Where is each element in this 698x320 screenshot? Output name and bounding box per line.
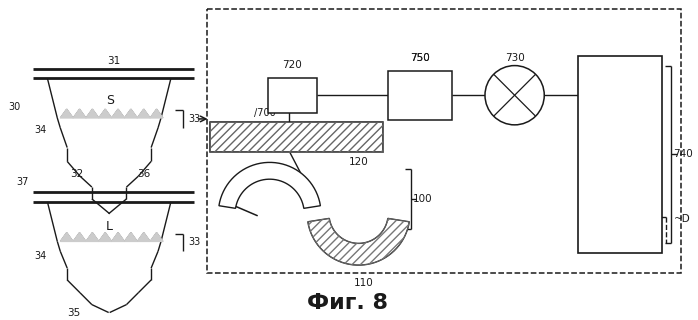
- Text: 33: 33: [188, 114, 201, 124]
- Polygon shape: [138, 109, 150, 118]
- Text: 750: 750: [410, 53, 430, 63]
- Polygon shape: [86, 109, 99, 118]
- Polygon shape: [99, 233, 112, 241]
- Polygon shape: [150, 109, 163, 118]
- Text: 740: 740: [673, 149, 692, 159]
- Text: 120: 120: [349, 157, 369, 167]
- Text: 34: 34: [35, 251, 47, 261]
- Text: 34: 34: [35, 125, 47, 135]
- Polygon shape: [124, 109, 138, 118]
- Circle shape: [485, 66, 544, 125]
- Text: L: L: [106, 220, 113, 233]
- Text: 30: 30: [8, 102, 21, 112]
- Text: S: S: [105, 94, 114, 107]
- Text: 730: 730: [505, 53, 524, 63]
- Text: 31: 31: [107, 56, 120, 66]
- Polygon shape: [86, 233, 99, 241]
- Text: 35: 35: [68, 308, 81, 317]
- Polygon shape: [138, 233, 150, 241]
- Text: H: H: [413, 88, 426, 103]
- Polygon shape: [60, 109, 73, 118]
- Polygon shape: [73, 233, 86, 241]
- Bar: [210, 122, 383, 152]
- Text: 110: 110: [354, 278, 373, 288]
- Polygon shape: [73, 109, 86, 118]
- Polygon shape: [112, 109, 124, 118]
- Text: /700: /700: [254, 108, 276, 118]
- Bar: [388, 70, 452, 120]
- Bar: [207, 9, 681, 273]
- Text: 700: 700: [307, 130, 326, 140]
- Polygon shape: [308, 218, 409, 265]
- Text: 33: 33: [188, 237, 201, 247]
- Polygon shape: [60, 233, 73, 241]
- Polygon shape: [150, 233, 163, 241]
- Polygon shape: [112, 233, 124, 241]
- Bar: [578, 56, 662, 253]
- Bar: [210, 122, 383, 152]
- Text: 100: 100: [413, 194, 433, 204]
- Text: 720: 720: [283, 60, 302, 70]
- Bar: [268, 78, 317, 113]
- Text: 36: 36: [138, 169, 151, 179]
- Text: ~D: ~D: [674, 214, 691, 224]
- Text: 32: 32: [70, 169, 84, 179]
- Text: 37: 37: [17, 177, 29, 187]
- Text: 750: 750: [410, 53, 430, 63]
- Text: Фиг. 8: Фиг. 8: [307, 293, 388, 313]
- Polygon shape: [219, 163, 320, 208]
- Polygon shape: [99, 109, 112, 118]
- Polygon shape: [124, 233, 138, 241]
